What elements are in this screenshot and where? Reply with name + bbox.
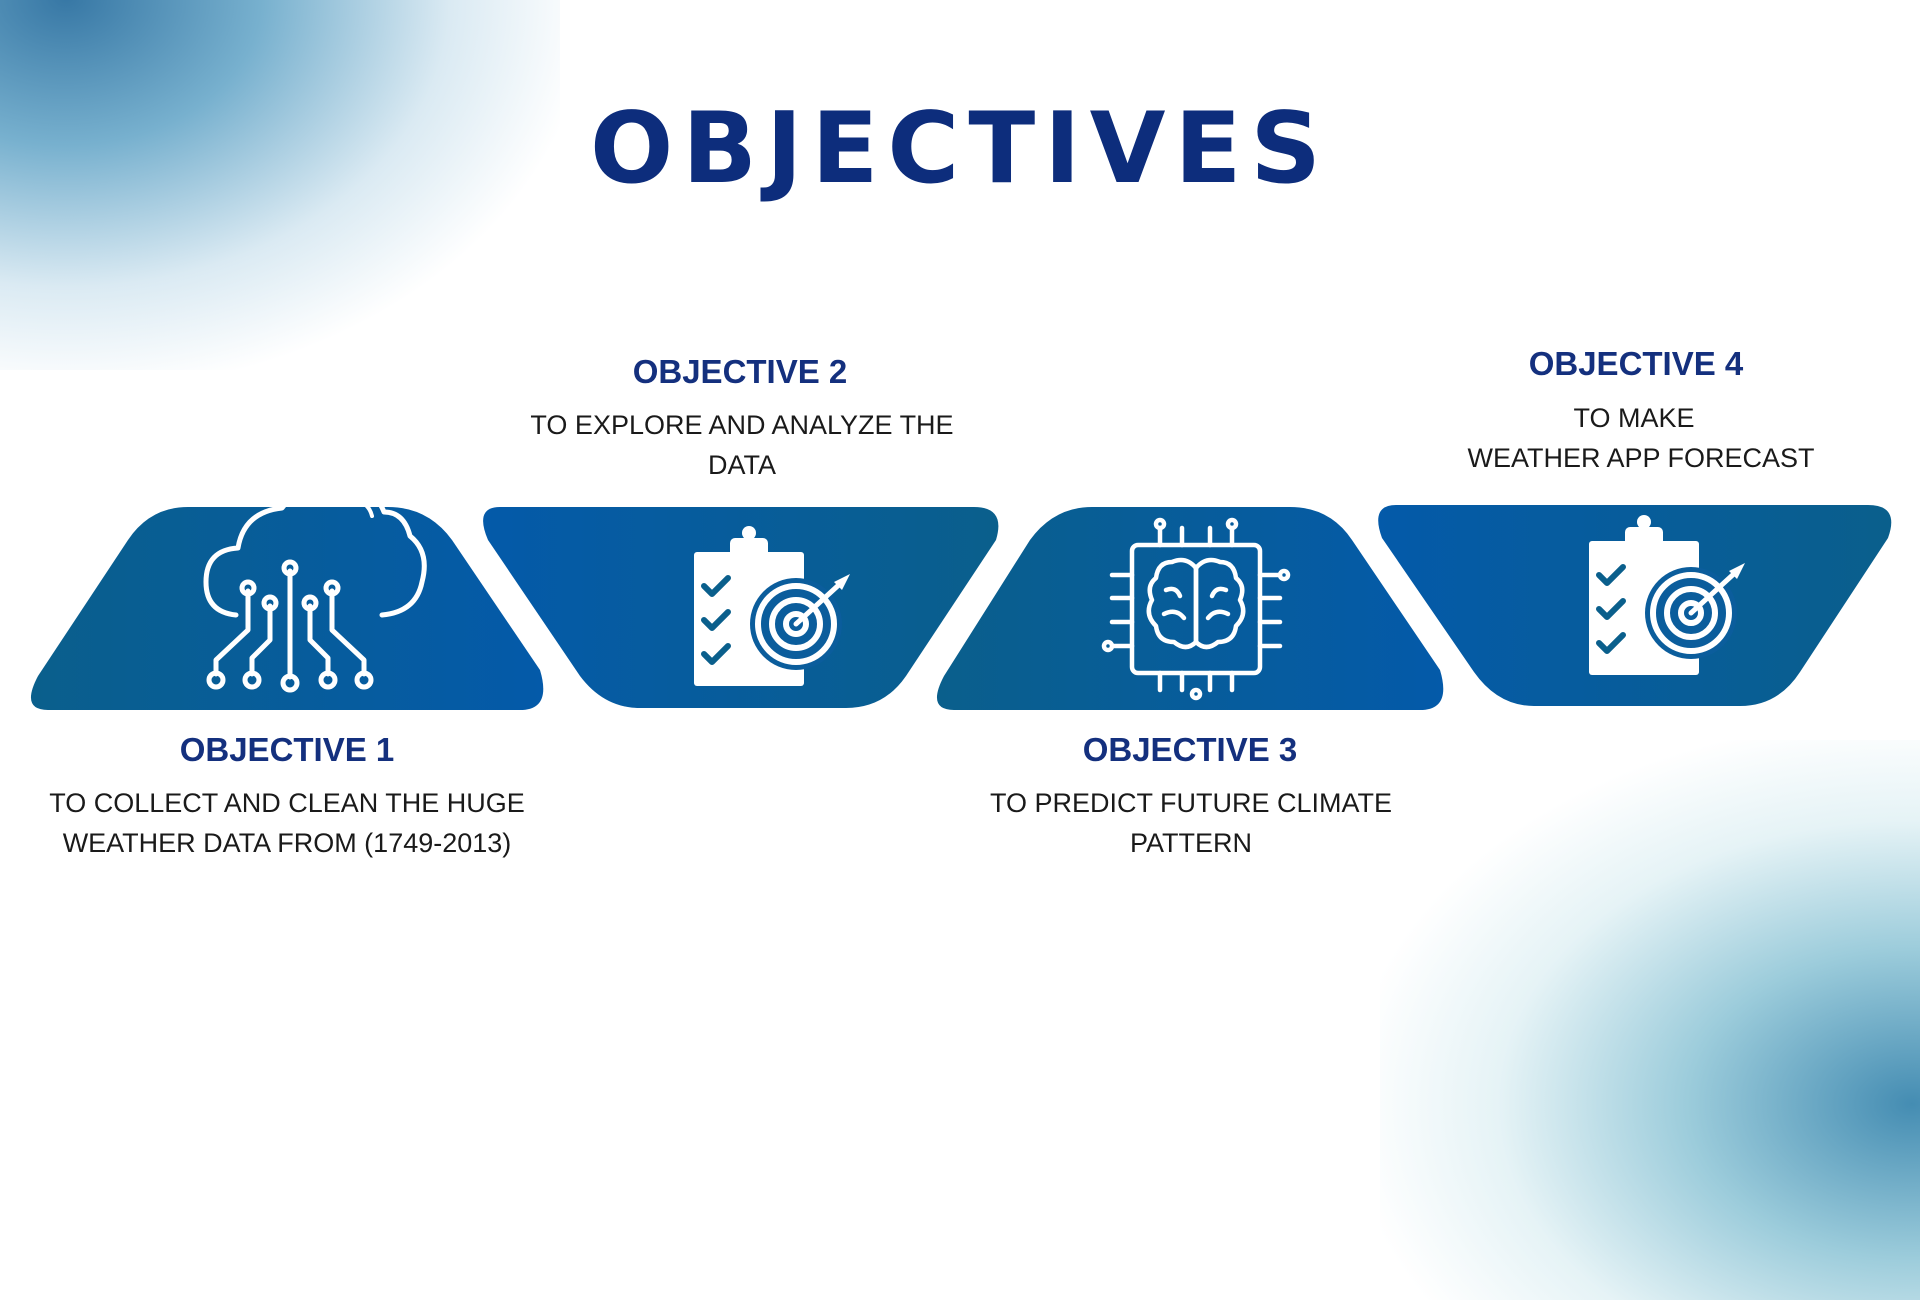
- objective-3-title: OBJECTIVE 3: [1082, 731, 1298, 768]
- objective-3-shape: [936, 507, 1444, 710]
- objective-2-desc-line-2: DATA: [707, 450, 776, 480]
- objective-1-shape: [30, 507, 544, 710]
- objective-2-desc-line-1: TO EXPLORE AND ANALYZE THE: [530, 410, 954, 440]
- objective-4-description: TO MAKE WEATHER APP FORECAST: [1341, 398, 1920, 478]
- objective-1-desc-line-2: WEATHER DATA FROM (1749-2013): [62, 828, 512, 858]
- objective-1-desc-line-1: TO COLLECT AND CLEAN THE HUGE: [49, 788, 525, 818]
- objective-3-description: TO PREDICT FUTURE CLIMATE PATTERN: [891, 783, 1491, 863]
- objective-3-desc-line-2: PATTERN: [1129, 828, 1252, 858]
- objective-4-title: OBJECTIVE 4: [1528, 345, 1744, 382]
- objective-2-title: OBJECTIVE 2: [632, 353, 848, 390]
- clipboard-target-icon: [1589, 515, 1745, 675]
- objective-1-description: TO COLLECT AND CLEAN THE HUGE WEATHER DA…: [0, 783, 587, 863]
- clipboard-target-icon: [694, 526, 850, 686]
- objective-4-desc-line-2: WEATHER APP FORECAST: [1467, 443, 1815, 473]
- objective-3-desc-line-1: TO PREDICT FUTURE CLIMATE: [989, 788, 1393, 818]
- objective-shapes: [30, 479, 1892, 710]
- objective-4-desc-line-1: TO MAKE: [1573, 403, 1695, 433]
- brain-chip-icon: [1101, 517, 1291, 701]
- cloud-network-icon: [203, 479, 427, 693]
- objective-2-description: TO EXPLORE AND ANALYZE THE DATA: [442, 405, 1042, 485]
- objective-1-title: OBJECTIVE 1: [179, 731, 395, 768]
- page-title: OBJECTIVES: [589, 92, 1330, 206]
